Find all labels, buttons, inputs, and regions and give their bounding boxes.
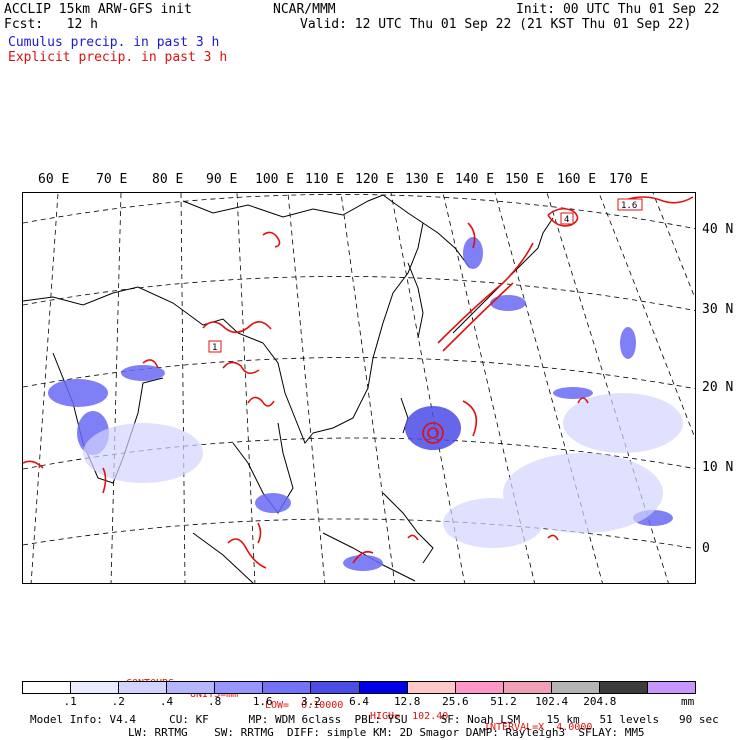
- colorbar-label: 1.6: [252, 695, 273, 708]
- light-precip: [83, 393, 683, 548]
- colorbar-label: .1: [63, 695, 77, 708]
- colorbar-label: 3.2: [300, 695, 321, 708]
- lon-label: 110 E: [305, 172, 345, 187]
- lon-label: 80 E: [152, 172, 184, 187]
- header-title: ACCLIP 15km ARW-GFS init: [4, 2, 192, 17]
- lat-label: 20 N: [702, 380, 734, 395]
- coastlines: [23, 194, 554, 583]
- colorbar-label: 12.8: [393, 695, 421, 708]
- colorbar-swatch: [359, 682, 408, 693]
- colorbar-label: .2: [111, 695, 125, 708]
- lat-label: 30 N: [702, 302, 734, 317]
- explicit-precip: [23, 196, 694, 569]
- colorbar-swatch: [503, 682, 552, 693]
- contour-label: 4: [564, 215, 569, 225]
- contour-label: 1.6: [621, 201, 637, 211]
- forecast-hour: Fcst: 12 h: [4, 17, 98, 32]
- colorbar-swatch: [215, 682, 264, 693]
- colorbar-swatch: [648, 682, 696, 693]
- contours-interval: INTERVAL=X 4.0000: [484, 722, 593, 733]
- model-info-line1: Model Info: V4.4 CU: KF MP: WDM 6class P…: [30, 713, 719, 726]
- colorbar-swatch: [455, 682, 504, 693]
- colorbar-label: 6.4: [349, 695, 369, 708]
- lat-label: 0: [702, 541, 710, 556]
- colorbar-label: 25.6: [442, 695, 469, 708]
- colorbar-unit: mm: [681, 695, 695, 708]
- lon-label: 150 E: [505, 172, 545, 187]
- lon-label: 170 E: [609, 172, 649, 187]
- lon-label: 60 E: [38, 172, 70, 187]
- lon-label: 130 E: [405, 172, 445, 187]
- colorbar-label: 102.4: [535, 695, 569, 708]
- colorbar-swatch: [23, 682, 72, 693]
- lon-label: 160 E: [557, 172, 597, 187]
- colorbar-swatch: [599, 682, 649, 693]
- colorbar-swatch: [263, 682, 312, 693]
- lat-label: 40 N: [702, 222, 734, 237]
- cumulus-legend: Cumulus precip. in past 3 h: [8, 35, 220, 50]
- lon-label: 70 E: [96, 172, 128, 187]
- map-canvas: 1 4 1.6: [23, 193, 695, 583]
- contours-units: UNITS=mm: [190, 689, 239, 700]
- colorbar-swatch: [119, 682, 168, 693]
- lon-label: 140 E: [455, 172, 495, 187]
- init-time: Init: 00 UTC Thu 01 Sep 22: [516, 2, 720, 17]
- colorbar-label: 204.8: [583, 695, 617, 708]
- colorbar-label: 51.2: [490, 695, 517, 708]
- colorbar-swatch: [167, 682, 216, 693]
- colorbar-swatch: [407, 682, 456, 693]
- lon-label: 90 E: [206, 172, 238, 187]
- contours-high: HIGH= 102.40: [370, 711, 449, 722]
- model-info-line2: LW: RRTMG SW: RRTMG DIFF: simple KM: 2D …: [128, 726, 645, 739]
- colorbar-swatch: [311, 682, 360, 693]
- contour-label-boxes: [208, 198, 643, 353]
- valid-time: Valid: 12 UTC Thu 01 Sep 22 (21 KST Thu …: [300, 17, 692, 32]
- precip-map: 1 4 1.6: [22, 192, 696, 584]
- center-name: NCAR/MMM: [273, 2, 336, 17]
- lon-label: 120 E: [355, 172, 395, 187]
- contours-low: LOW= 0.10000: [265, 700, 344, 711]
- colorbar-label: .8: [207, 695, 222, 708]
- contour-label: 1: [212, 343, 217, 353]
- colorbar-swatch: [71, 682, 120, 693]
- colorbar-swatch: [551, 682, 600, 693]
- lat-label: 10 N: [702, 460, 734, 475]
- lon-label: 100 E: [255, 172, 295, 187]
- colorbar-label: .4: [159, 695, 174, 708]
- explicit-legend: Explicit precip. in past 3 h: [8, 50, 228, 65]
- colorbar: [22, 681, 696, 694]
